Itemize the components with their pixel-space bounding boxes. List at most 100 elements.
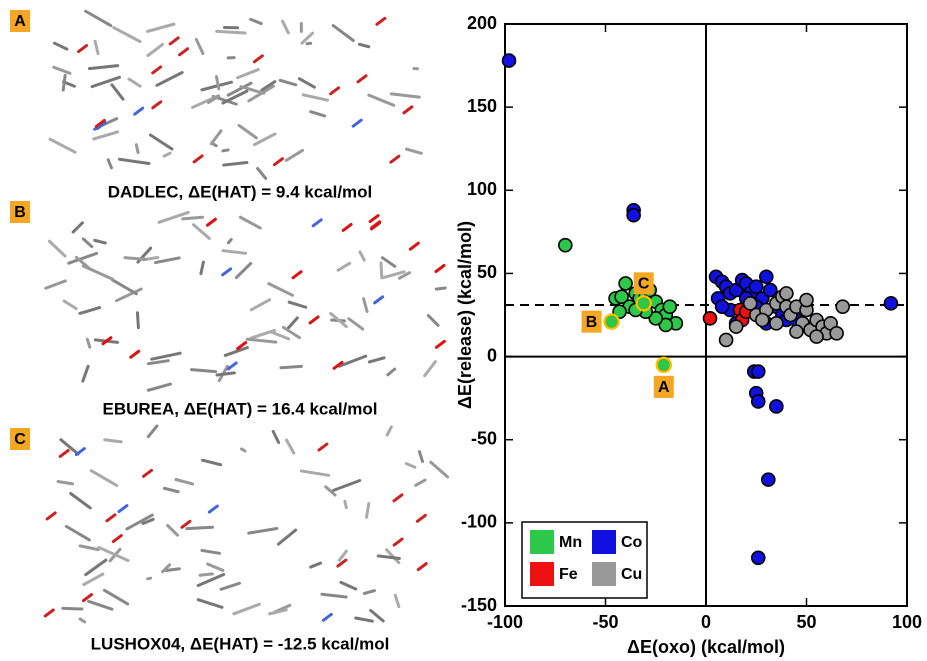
structure-bond [301, 471, 328, 475]
panel-label: A [14, 13, 26, 30]
structure-bond [287, 440, 294, 453]
structure-bond [431, 462, 448, 477]
legend-label: Fe [559, 566, 578, 583]
data-point [756, 313, 769, 326]
structure-bond [378, 556, 399, 559]
structure-bond [50, 139, 75, 152]
structure-bond [224, 163, 247, 166]
structure-bond [223, 150, 228, 151]
structure-bond [369, 358, 384, 362]
structure-bond [47, 513, 55, 519]
data-point [752, 551, 765, 564]
data-point [503, 54, 516, 67]
structure-bond [148, 426, 157, 437]
structure-bond [333, 26, 353, 41]
structure-bond [148, 24, 174, 31]
structure-bond [45, 610, 53, 616]
structure-bond [370, 216, 378, 222]
data-point [619, 277, 632, 290]
y-tick-label: 50 [477, 262, 497, 282]
structure-bond [345, 501, 346, 508]
structure-bond [112, 85, 123, 99]
structure-bond [148, 384, 170, 390]
structure-bond [258, 168, 266, 178]
structure-bond [200, 574, 212, 575]
structure-bond [66, 526, 89, 540]
structure-bond [164, 488, 178, 491]
structure-bond [395, 595, 398, 606]
structure-bond [313, 220, 321, 226]
structure-bond [303, 95, 327, 100]
x-tick-label: 0 [701, 612, 711, 632]
structure-bond [80, 308, 100, 314]
y-tick-label: -100 [461, 512, 497, 532]
structure-bond [410, 243, 418, 249]
structure-bond [92, 77, 119, 86]
structure-bond [311, 112, 325, 116]
structure-bond [341, 582, 356, 589]
structure-bond [323, 614, 331, 620]
data-point [764, 284, 777, 297]
annotation-label: B [586, 314, 598, 331]
structure-bond [436, 288, 445, 289]
panel-label: B [14, 204, 26, 221]
structure-bond [196, 39, 203, 53]
structure-bond [406, 464, 415, 468]
structure-bond [251, 300, 269, 310]
structure-bond [87, 339, 89, 347]
structure-bond [170, 38, 178, 44]
structure-bond [105, 440, 122, 442]
structure-bond [80, 546, 98, 550]
structure-bond [254, 56, 262, 62]
structure-bond [107, 515, 115, 521]
structure-bond [49, 241, 65, 256]
structure-bond [104, 590, 127, 604]
structure-bond [236, 263, 250, 277]
structure-bond [137, 313, 138, 328]
structure-bond [176, 480, 193, 484]
structure-bond [155, 258, 179, 263]
structure-bond [322, 594, 346, 597]
structure-bond [209, 506, 217, 512]
structure-bond [286, 150, 302, 160]
structure-bond [242, 449, 246, 451]
structure-bond [89, 601, 112, 609]
structure-bond [310, 317, 318, 323]
structure-bond [148, 578, 151, 579]
panel-caption: LUSHOX04, ΔE(HAT) = -12.5 kcal/mol [91, 634, 390, 653]
structure-bond [333, 481, 360, 491]
structure-bond [369, 95, 394, 105]
structure-bond [207, 219, 215, 225]
structure-bond [91, 471, 116, 486]
data-point [810, 330, 823, 343]
annotation-label: A [658, 379, 670, 396]
structure-bond [63, 608, 82, 609]
data-point [780, 287, 793, 300]
structure-bond [359, 44, 368, 46]
panel-label: C [14, 431, 26, 448]
data-point [760, 270, 773, 283]
structure-bond [388, 369, 395, 375]
data-point [716, 300, 729, 313]
structure-bond [83, 366, 88, 381]
x-tick-label: -100 [487, 612, 523, 632]
structure-bond [46, 281, 66, 288]
structure-bond [356, 618, 373, 621]
x-tick-label: -50 [592, 612, 618, 632]
structure-bond [125, 258, 145, 260]
structure-bond [114, 28, 140, 42]
structure-bond [86, 11, 111, 25]
structure-bond [377, 18, 385, 24]
data-point [627, 209, 640, 222]
structure-bond [391, 94, 419, 97]
structure-bond [79, 46, 87, 52]
data-point [800, 294, 813, 307]
structure-bond [367, 504, 369, 518]
structure-bond [281, 366, 301, 367]
structure-bond [283, 327, 299, 337]
data-point [790, 325, 803, 338]
structure-bond [319, 444, 327, 450]
panel-caption: EBUREA, ΔE(HAT) = 16.4 kcal/mol [102, 399, 377, 418]
structure-bond [418, 564, 426, 570]
structure-bond [425, 362, 436, 376]
